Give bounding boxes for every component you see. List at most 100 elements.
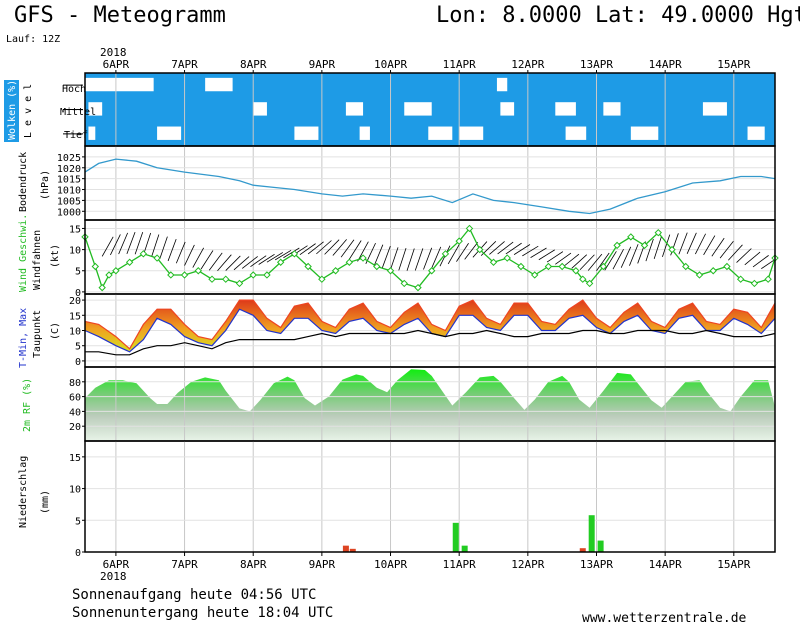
sunset-text: Sonnenuntergang heute 18:04 UTC	[72, 605, 333, 621]
wind-speed-point	[441, 250, 450, 258]
wind-speed-point	[180, 271, 189, 279]
wind-barb	[101, 236, 114, 257]
wind-barb	[110, 234, 121, 256]
temp-ylabel2: Taupunkt	[32, 310, 43, 358]
wind-speed-point	[222, 275, 230, 283]
wind-speed-point	[167, 271, 175, 279]
wind-speed-point	[709, 267, 717, 275]
rain-unit: (mm)	[40, 490, 51, 514]
source-link[interactable]: www.wetterzentrale.de	[582, 611, 747, 625]
wind-speed-point	[530, 271, 539, 279]
cloud-clear-gap	[345, 102, 364, 116]
year-top: 2018	[100, 46, 127, 59]
bottom-tick-label: 13APR	[580, 558, 613, 571]
cloud-clear-gap	[359, 126, 370, 140]
temp-axis-label: T-Min, Max Taupunkt (C)	[18, 308, 61, 368]
wind-speed-point	[428, 267, 436, 275]
top-tick-label: 7APR	[171, 58, 198, 71]
wind-barb	[456, 243, 469, 262]
rain-frame	[84, 440, 776, 553]
wind-barb	[513, 244, 531, 255]
wind-speed-point	[139, 250, 148, 258]
wind-speed-point	[544, 262, 553, 271]
wind-speed-point	[579, 275, 587, 283]
cloud-clear-gap	[88, 102, 103, 116]
cloud-clear-gap	[702, 102, 727, 116]
cloud-clear-gap	[496, 77, 508, 92]
wind-barb	[662, 234, 671, 258]
tmax-line	[84, 299, 776, 350]
wind-speed-point	[276, 258, 285, 266]
dewpoint-line	[85, 329, 776, 356]
rain-ytick: 0	[75, 548, 81, 559]
temp-ytick: 15	[69, 311, 81, 322]
location-readout: Lon: 8.0000 Lat: 49.0000 Hgt: 17	[436, 3, 800, 28]
bottom-tick-label: 10APR	[374, 558, 407, 571]
wind-barb	[373, 244, 384, 267]
wind-speed-point	[476, 245, 484, 254]
wind-barb	[390, 247, 399, 270]
wind-speed-point	[654, 228, 662, 237]
wind-barb	[489, 241, 505, 255]
wind-speed-point	[640, 241, 649, 250]
rain-ylabel: Niederschlag	[18, 456, 29, 528]
wind-speed-point	[112, 267, 120, 275]
wind-axis-label: Wind Geschwi. Windfahnen (kt)	[18, 214, 61, 292]
temp-ylabel-text: T-Min, Max	[18, 308, 29, 368]
wind-barb	[752, 255, 769, 268]
cloud-ylabel: Wolken (%)	[7, 80, 18, 140]
sunrise-text: Sonnenaufgang heute 04:56 UTC	[72, 587, 316, 603]
wind-speed-point	[290, 250, 299, 258]
pressure-ytick: 1025	[57, 153, 81, 164]
wind-speed-point	[723, 262, 731, 271]
rain-ytick: 15	[69, 453, 81, 464]
wind-barb	[431, 246, 442, 269]
wind-barb	[686, 232, 697, 255]
cloud-clear-gap	[747, 126, 765, 140]
temperature-panel: 0 5 10 15 20	[69, 293, 776, 368]
top-tick-label: 13APR	[580, 58, 613, 71]
wind-speed-point	[359, 254, 367, 262]
wind-speed-point	[599, 262, 608, 271]
top-tick-label: 9APR	[309, 58, 336, 71]
wind-barb	[208, 252, 223, 271]
wind-barb	[579, 254, 595, 270]
wind-barb	[134, 232, 144, 255]
top-tick-label: 15APR	[717, 58, 750, 71]
wind-barb	[464, 242, 479, 260]
bottom-tick-label: 7APR	[171, 558, 198, 571]
wind-barb	[241, 256, 258, 269]
wind-barb	[555, 252, 572, 265]
rain-bar	[342, 545, 349, 552]
cloud-clear-gap	[404, 102, 432, 116]
wind-barb	[695, 233, 706, 255]
wind-speed-point	[414, 283, 422, 292]
wind-speed-point	[627, 233, 635, 241]
cloud-clear-gap	[428, 126, 453, 140]
wind-barb	[217, 254, 232, 271]
cloud-clear-gap	[500, 102, 515, 116]
pressure-line	[84, 158, 776, 215]
wind-barb	[736, 248, 752, 263]
level-low: Tief	[64, 130, 88, 141]
level-mid: Mittel	[60, 107, 96, 118]
wind-speed-point	[695, 271, 704, 279]
wind-speed-point	[750, 279, 759, 288]
wind-barb	[728, 244, 743, 261]
wind-barb	[546, 251, 564, 263]
wind-speed-point	[125, 258, 134, 266]
wind-speed-point	[373, 262, 381, 271]
wind-speed-point	[585, 279, 594, 288]
wind-speed-point	[558, 262, 566, 271]
top-tick-label: 10APR	[374, 58, 407, 71]
wind-barb	[711, 237, 725, 257]
wind-panel: 0 5 10 15	[69, 219, 779, 299]
wind-ytick: 10	[69, 246, 81, 257]
temp-ytick: 20	[69, 296, 81, 307]
cloud-clear-gap	[565, 126, 587, 140]
wind-barb	[340, 239, 355, 258]
pressure-ytick: 1020	[57, 164, 81, 175]
rh-axis-label: 2m RF (%)	[22, 378, 33, 432]
wind-barb	[357, 241, 369, 262]
